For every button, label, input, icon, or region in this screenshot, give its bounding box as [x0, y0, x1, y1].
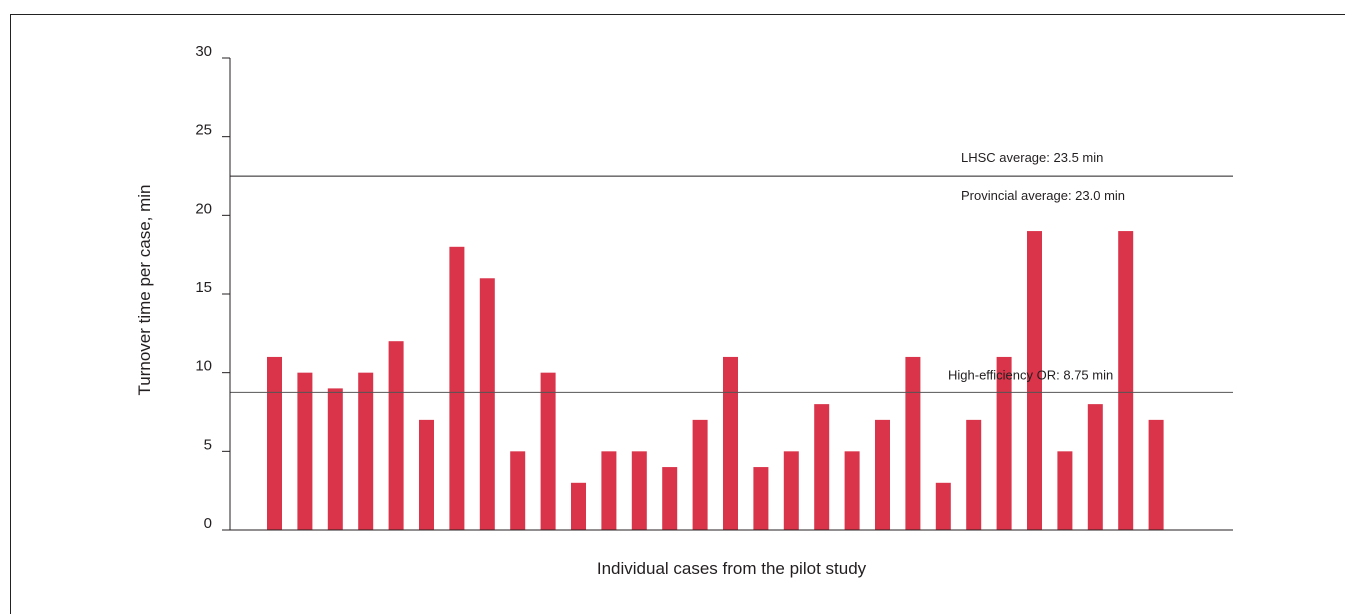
y-tick-label: 5 [204, 436, 212, 453]
bar [358, 372, 374, 530]
bar [267, 356, 282, 530]
bar [723, 356, 738, 530]
bar [814, 404, 830, 530]
bar [601, 451, 617, 530]
bars [267, 231, 1164, 531]
bar [753, 467, 769, 530]
bar [905, 356, 921, 530]
bar [297, 372, 313, 530]
chart-frame [10, 14, 1345, 614]
bar [875, 419, 890, 530]
bar [540, 372, 556, 530]
y-tick-label: 0 [204, 515, 212, 532]
bar [1087, 404, 1103, 530]
bar [419, 419, 434, 530]
y-tick-label: 10 [195, 358, 212, 375]
bar [783, 451, 799, 530]
bar [388, 341, 404, 530]
bar [1148, 419, 1164, 530]
bar [844, 451, 860, 530]
y-tick-label: 25 [195, 122, 212, 139]
reference-lines: LHSC average: 23.5 min Provincial average… [230, 150, 1233, 393]
lhsc-average-label: LHSC average: 23.5 min [961, 150, 1103, 165]
bar [449, 246, 465, 531]
bar [935, 482, 951, 530]
high-efficiency-label: High-efficiency OR: 8.75 min [948, 367, 1113, 382]
bar [327, 388, 343, 530]
y-axis-title: Turnover time per case, min [135, 185, 154, 396]
y-tick-label: 20 [195, 200, 212, 217]
bar [996, 356, 1012, 530]
bar [510, 451, 526, 530]
bar [1027, 231, 1042, 531]
bar [571, 482, 586, 530]
bar [692, 419, 708, 530]
bar [1057, 451, 1073, 530]
y-tick-label: 15 [195, 279, 212, 296]
y-tick-label: 30 [195, 43, 212, 60]
bar [662, 467, 678, 530]
bar [1118, 231, 1134, 531]
bar [631, 451, 647, 530]
bar [966, 419, 982, 530]
provincial-average-label: Provincial average: 23.0 min [961, 188, 1125, 203]
x-axis-title: Individual cases from the pilot study [597, 559, 867, 578]
bar [479, 278, 495, 530]
y-axis-ticks: 0 5 10 15 20 25 30 [195, 43, 230, 532]
turnover-bar-chart: 0 5 10 15 20 25 30 LHSC average: 23.5 min Provi… [135, 43, 1233, 578]
